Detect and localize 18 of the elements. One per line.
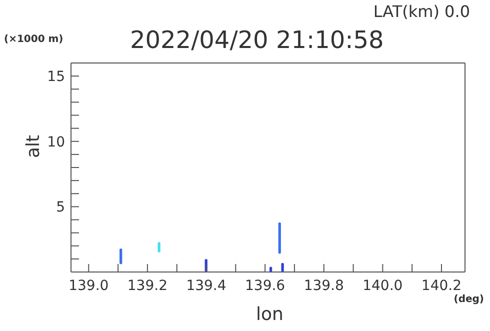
x-tick-label: 139.0 [68,278,109,294]
x-tick-label: 140.2 [421,278,462,294]
y-axis-title: alt [23,134,44,158]
x-tick-label: 140.0 [362,278,403,294]
y-tick-label: 5 [56,200,65,216]
bar [278,222,281,254]
text: (deg) [454,294,484,305]
x-tick-label: 139.4 [186,278,226,294]
x-tick-label: 139.8 [304,278,344,294]
text: (×1000 m) [4,34,64,45]
x-axis-title: lon [256,304,284,325]
x-tick-label: 139.6 [245,278,286,294]
chart-title: 2022/04/20 21:10:58 [130,26,384,54]
bar [120,248,122,264]
x-tick-label: 139.2 [127,278,168,294]
y-tick-label: 15 [47,69,65,86]
y-tick-label: 10 [47,134,65,150]
text: LAT(km) 0.0 [373,2,470,21]
